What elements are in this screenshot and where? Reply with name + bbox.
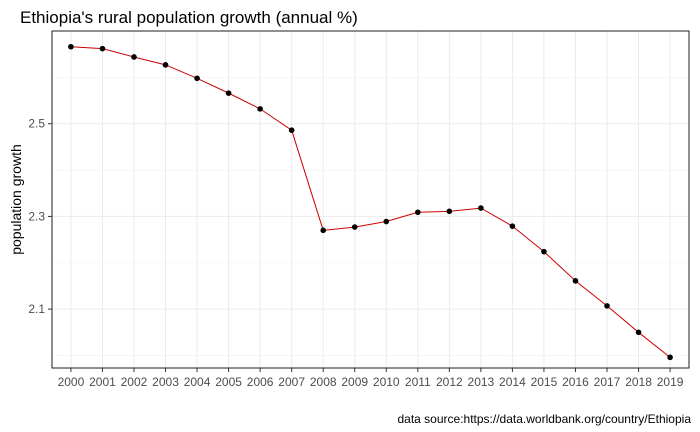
x-tick-label: 2014 [499, 375, 526, 389]
data-point [604, 303, 610, 309]
data-point [446, 208, 453, 215]
data-point [572, 278, 579, 284]
data-point [320, 227, 326, 234]
data-point [383, 218, 390, 225]
x-tick-label: 2015 [531, 375, 558, 389]
x-tick-label: 2011 [405, 375, 431, 389]
axes: 2.1 2.3 2.5 2000 2001 2002 2003 2004 2005 2006 200… [28, 117, 683, 389]
data-point [131, 54, 137, 60]
x-tick-label: 2006 [247, 375, 274, 389]
y-tick-label: 2.1 [28, 302, 45, 316]
chart-title: Ethiopia's rural population growth (annu… [20, 8, 358, 27]
plot-panel-border [51, 30, 690, 369]
y-tick-label: 2.3 [28, 209, 45, 223]
y-tick-label: 2.5 [28, 117, 45, 131]
data-point [257, 106, 263, 112]
data-point [288, 127, 295, 133]
x-tick-label: 2008 [310, 375, 337, 389]
x-tick-label: 2002 [121, 375, 148, 389]
data-point [415, 209, 421, 216]
data-point [635, 329, 642, 336]
x-tick-label: 2017 [594, 375, 621, 389]
x-tick-label: 2000 [58, 375, 85, 389]
x-tick-label: 2016 [562, 375, 589, 389]
data-point [541, 248, 547, 255]
x-tick-label: 2012 [436, 375, 463, 389]
data-point [194, 75, 200, 82]
x-tick-label: 2007 [278, 375, 305, 389]
series-layer [68, 43, 673, 361]
data-point [509, 223, 516, 229]
data-point [667, 354, 673, 361]
data-point [225, 90, 232, 96]
data-point [351, 224, 358, 230]
data-point [162, 62, 169, 68]
data-point [99, 45, 106, 52]
x-tick-label: 2010 [373, 375, 400, 389]
x-tick-label: 2001 [89, 375, 116, 389]
x-tick-label: 2004 [184, 375, 211, 389]
x-tick-label: 2019 [657, 375, 684, 389]
x-tick-label: 2005 [215, 375, 242, 389]
data-point [68, 43, 74, 50]
x-tick-label: 2003 [152, 375, 179, 389]
data-point [478, 205, 484, 211]
data-source-caption: data source:https://data.worldbank.org/c… [397, 412, 691, 426]
y-axis-title: population growth [8, 144, 24, 255]
x-tick-label: 2013 [468, 375, 495, 389]
series-line [70, 46, 671, 358]
x-tick-label: 2009 [341, 375, 368, 389]
x-tick-label: 2018 [625, 375, 652, 389]
grid [52, 31, 689, 368]
